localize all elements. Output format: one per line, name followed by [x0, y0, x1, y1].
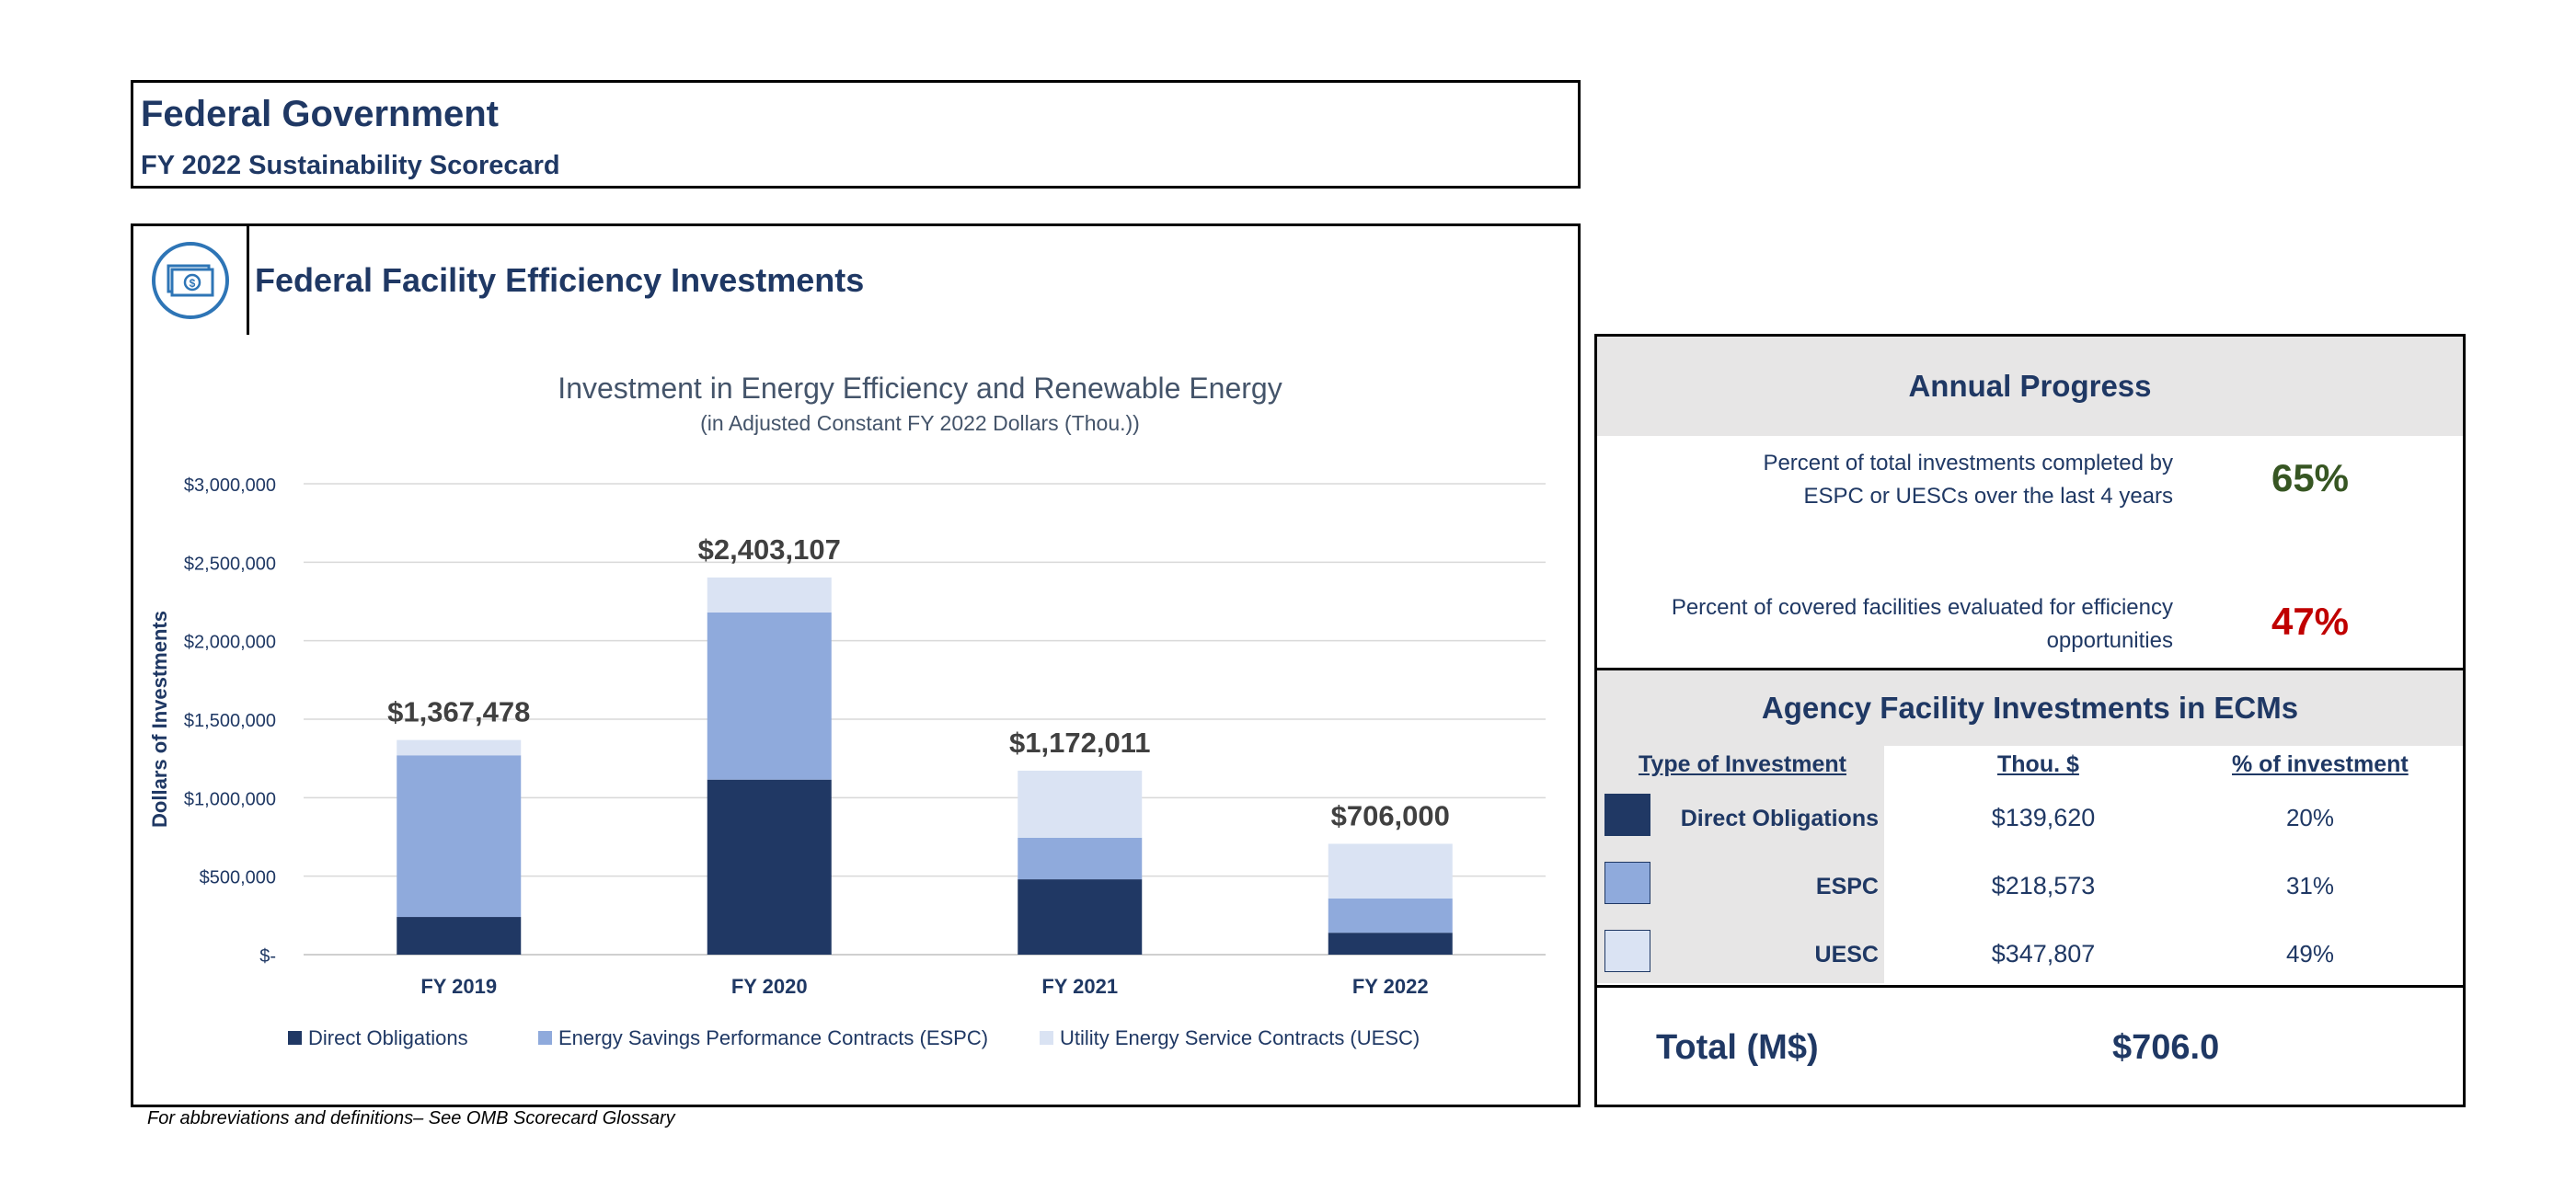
metric-label-line: Percent of covered facilities evaluated …: [1671, 595, 2173, 620]
header-box: Federal Government FY 2022 Sustainabilit…: [131, 80, 1581, 189]
metric-label-line: Percent of total investments completed b…: [1763, 451, 2173, 475]
metric-label-espc-uesc: Percent of total investments completed b…: [1603, 447, 2173, 513]
col-head-type: Type of Investment: [1639, 751, 1846, 777]
bar-total-label: $1,172,011: [1009, 727, 1150, 759]
bar-segment: [1018, 770, 1143, 838]
divider: [1597, 668, 2463, 670]
divider: [1597, 985, 2463, 988]
total-label: Total (M$): [1656, 1028, 1819, 1067]
x-tick-label: FY 2022: [1352, 975, 1429, 998]
y-tick-label: $500,000: [200, 868, 276, 888]
bar-segment: [1018, 837, 1143, 880]
row-pct-espc: 31%: [2285, 872, 2335, 899]
chart-subtitle: (in Adjusted Constant FY 2022 Dollars (T…: [700, 411, 1140, 435]
bar-total-label: $2,403,107: [698, 533, 841, 566]
metric-value-facilities-evaluated: 47%: [2271, 600, 2350, 643]
row-label-direct: Direct Obligations: [1680, 806, 1879, 831]
ecm-header: Agency Facility Investments in ECMs: [1597, 670, 2463, 746]
legend-swatch-espc: [1604, 862, 1650, 904]
legend-entry: Utility Energy Service Contracts (UESC): [1060, 1026, 1420, 1049]
row-thou-espc: $218,573: [1991, 872, 2096, 899]
money-icon: $: [151, 242, 229, 319]
y-tick-label: $3,000,000: [184, 475, 276, 496]
bar-segment: [397, 739, 522, 756]
page-title: Federal Government: [141, 94, 500, 134]
y-tick-label: $2,500,000: [184, 554, 276, 574]
section-header: $ Federal Facility Efficiency Investment…: [131, 223, 1581, 338]
legend-swatch-uesc: [1604, 930, 1650, 972]
page-subtitle: FY 2022 Sustainability Scorecard: [141, 151, 560, 180]
legend-swatch: [288, 1031, 302, 1045]
x-tick-label: FY 2019: [420, 975, 497, 998]
legend-entry: Direct Obligations: [308, 1026, 468, 1049]
legend-swatch-direct: [1604, 794, 1650, 836]
bar-segment: [397, 917, 522, 955]
svg-text:$: $: [189, 277, 195, 290]
col-head-pct: % of investment: [2232, 751, 2409, 777]
y-tick-label: $1,000,000: [184, 789, 276, 809]
y-tick-label: $2,000,000: [184, 633, 276, 653]
legend-swatch: [538, 1031, 552, 1045]
x-tick-label: FY 2021: [1041, 975, 1118, 998]
footnote: For abbreviations and definitions– See O…: [147, 1108, 675, 1128]
chart-title: Investment in Energy Efficiency and Rene…: [558, 372, 1282, 405]
right-panel: Annual Progress Percent of total investm…: [1594, 334, 2466, 1107]
bar-segment: [1328, 898, 1453, 933]
bar-chart: Investment in Energy Efficiency and Rene…: [148, 372, 1546, 1049]
row-thou-direct: $139,620: [1991, 804, 2096, 831]
metric-label-line: ESPC or UESCs over the last 4 years: [1803, 484, 2173, 509]
bar-segment: [707, 779, 832, 955]
row-label-uesc: UESC: [1814, 942, 1879, 968]
y-tick-label: $-: [259, 946, 276, 967]
x-tick-label: FY 2020: [731, 975, 808, 998]
metric-label-line: opportunities: [2046, 628, 2173, 653]
bar-segment: [397, 755, 522, 918]
bar-total-label: $1,367,478: [387, 696, 530, 728]
bar-total-label: $706,000: [1331, 800, 1450, 832]
row-pct-uesc: 49%: [2285, 940, 2335, 968]
bar-segment: [1328, 843, 1453, 899]
y-axis-label: Dollars of Investments: [148, 611, 171, 828]
row-label-espc: ESPC: [1815, 874, 1879, 899]
col-head-thou: Thou. $: [1997, 751, 2079, 777]
row-thou-uesc: $347,807: [1991, 940, 2096, 968]
metric-value-espc-uesc: 65%: [2271, 456, 2350, 499]
bar-segment: [1328, 933, 1453, 955]
bar-segment: [1018, 879, 1143, 955]
icon-cell: $: [133, 226, 249, 335]
row-pct-direct: 20%: [2285, 804, 2335, 831]
chart-container: Investment in Energy Efficiency and Rene…: [131, 335, 1581, 1107]
y-tick-label: $1,500,000: [184, 711, 276, 731]
metric-label-facilities-evaluated: Percent of covered facilities evaluated …: [1603, 591, 2173, 658]
total-value: $706.0: [2112, 1028, 2220, 1067]
annual-progress-header: Annual Progress: [1597, 337, 2463, 436]
bar-segment: [707, 612, 832, 780]
section-title: Federal Facility Efficiency Investments: [255, 261, 865, 299]
bar-segment: [707, 577, 832, 613]
legend-swatch: [1040, 1031, 1053, 1045]
legend-entry: Energy Savings Performance Contracts (ES…: [558, 1026, 988, 1049]
